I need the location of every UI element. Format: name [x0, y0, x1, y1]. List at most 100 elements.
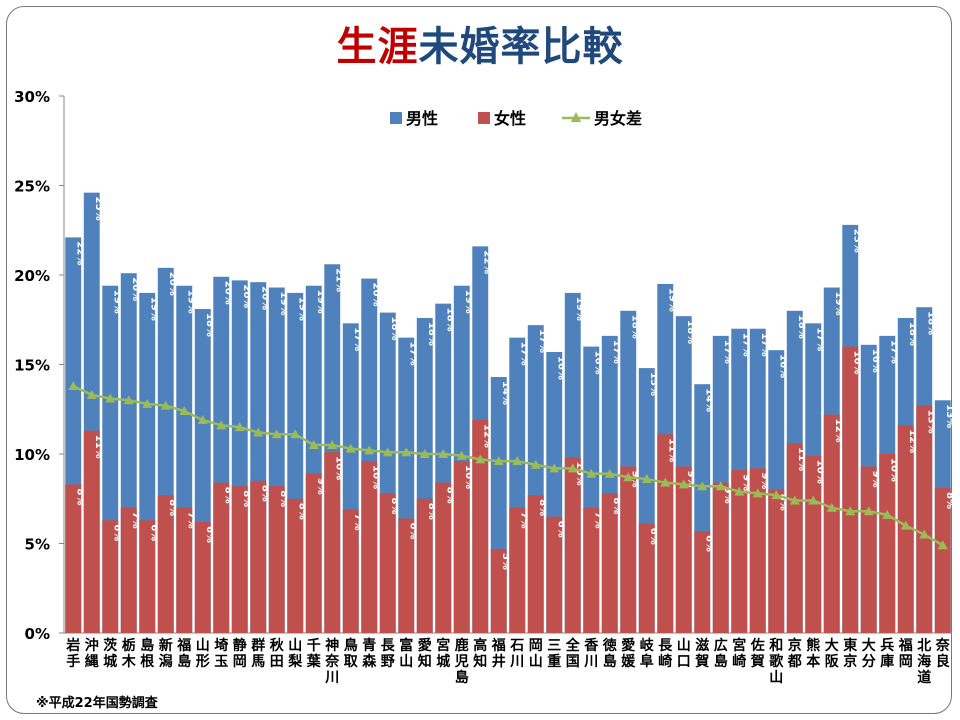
data-label-male: 19% — [463, 290, 474, 314]
bar-female — [453, 461, 470, 633]
bar-female — [823, 414, 840, 633]
x-tick-label: 川 — [324, 670, 339, 686]
x-tick-label: 宮 — [436, 637, 450, 654]
x-tick-label: 長 — [658, 638, 673, 654]
x-tick-label: 根 — [140, 653, 155, 670]
x-tick-label: 群 — [250, 637, 265, 654]
y-tick-label: 0% — [25, 625, 50, 643]
data-label-male: 18% — [925, 311, 936, 335]
bar-female — [250, 480, 267, 633]
bar-female — [157, 495, 174, 633]
data-label-female: 6% — [204, 526, 215, 543]
diff-marker — [216, 420, 227, 430]
diff-marker — [567, 463, 578, 473]
bar-female — [694, 530, 711, 633]
diff-marker — [512, 456, 523, 466]
diff-marker — [678, 479, 689, 489]
bar-female — [287, 498, 304, 633]
x-tick-label: 埼 — [214, 637, 228, 654]
data-label-female: 10% — [574, 462, 585, 486]
data-label-female: 8% — [426, 503, 437, 520]
x-tick-label: 川 — [583, 654, 598, 670]
legend-label: 男性 — [406, 109, 438, 128]
bar-female — [638, 523, 655, 633]
x-tick-label: 岡 — [899, 654, 913, 670]
x-tick-label: 熊 — [806, 637, 820, 654]
x-tick-label: 葉 — [306, 653, 322, 670]
diff-marker — [660, 477, 671, 487]
diff-marker — [493, 456, 504, 466]
data-label-male: 19% — [574, 297, 585, 321]
x-tick-label: 徳 — [602, 637, 617, 654]
data-label-male: 17% — [740, 333, 751, 357]
bar-female — [102, 520, 119, 633]
data-label-female: 10% — [333, 456, 344, 480]
x-tick-label: 岡 — [529, 638, 543, 654]
data-label-male: 17% — [722, 340, 733, 364]
diff-marker — [882, 509, 893, 519]
y-tick-label: 15% — [14, 357, 50, 375]
x-tick-label: 潟 — [159, 653, 173, 670]
data-label-male: 20% — [241, 284, 252, 308]
data-label-female: 7% — [130, 512, 141, 529]
bar-female — [490, 548, 507, 633]
data-label-female: 8% — [296, 503, 307, 520]
diff-marker — [863, 506, 874, 516]
data-label-male: 19% — [666, 288, 677, 312]
x-tick-label: 庫 — [880, 653, 894, 670]
source-note: ※平成22年国勢調査 — [36, 696, 158, 711]
data-label-male: 18% — [685, 320, 696, 344]
x-tick-label: 城 — [436, 653, 450, 670]
x-tick-label: 茨 — [103, 637, 117, 654]
bar-female — [564, 457, 581, 633]
bar-female — [176, 507, 193, 633]
data-label-male: 19% — [296, 297, 307, 321]
x-tick-label: 縄 — [85, 653, 99, 670]
x-tick-label: 道 — [917, 669, 931, 686]
title-part1: 生涯 — [336, 24, 419, 70]
x-tick-label: 森 — [362, 653, 377, 670]
data-label-male: 18% — [444, 308, 455, 332]
x-tick-label: 京 — [788, 637, 802, 654]
diff-marker — [308, 440, 319, 450]
x-tick-label: 知 — [473, 653, 487, 670]
bar-female — [194, 522, 211, 633]
diff-marker — [697, 481, 708, 491]
x-tick-label: 手 — [66, 653, 80, 670]
x-tick-label: 千 — [307, 637, 321, 654]
data-label-female: 6% — [703, 535, 714, 552]
bar-female — [768, 489, 785, 633]
bar-female — [83, 430, 100, 633]
diff-marker — [715, 481, 726, 491]
x-tick-label: 山 — [769, 670, 783, 686]
bar-female — [65, 484, 82, 633]
data-label-female: 8% — [222, 487, 233, 504]
diff-marker — [68, 380, 79, 390]
data-label-female: 11% — [93, 435, 104, 459]
page-title: 生涯未婚率比較 — [0, 14, 960, 72]
bar-female — [416, 498, 433, 633]
diff-marker — [808, 495, 819, 505]
diff-marker — [752, 488, 763, 498]
data-label-male: 17% — [352, 327, 363, 351]
data-label-female: 10% — [888, 458, 899, 482]
diff-marker — [345, 443, 356, 453]
diff-marker — [623, 472, 634, 482]
data-label-female: 12% — [481, 424, 492, 448]
slide-frame — [6, 6, 952, 714]
diff-marker — [327, 440, 338, 450]
data-label-female: 9% — [759, 472, 770, 489]
data-label-male: 20% — [222, 281, 233, 305]
data-label-female: 8% — [241, 490, 252, 507]
diff-marker — [290, 429, 301, 439]
x-tick-label: 海 — [917, 653, 931, 670]
x-tick-label: 全 — [565, 637, 581, 654]
data-label-female: 8% — [167, 499, 178, 516]
x-tick-label: 大 — [862, 637, 876, 654]
bar-female — [934, 488, 951, 633]
x-tick-label: 愛 — [621, 637, 635, 654]
diff-marker — [586, 468, 597, 478]
data-label-female: 7% — [518, 512, 529, 529]
x-tick-label: 形 — [196, 653, 210, 670]
x-tick-label: 梨 — [287, 653, 303, 670]
